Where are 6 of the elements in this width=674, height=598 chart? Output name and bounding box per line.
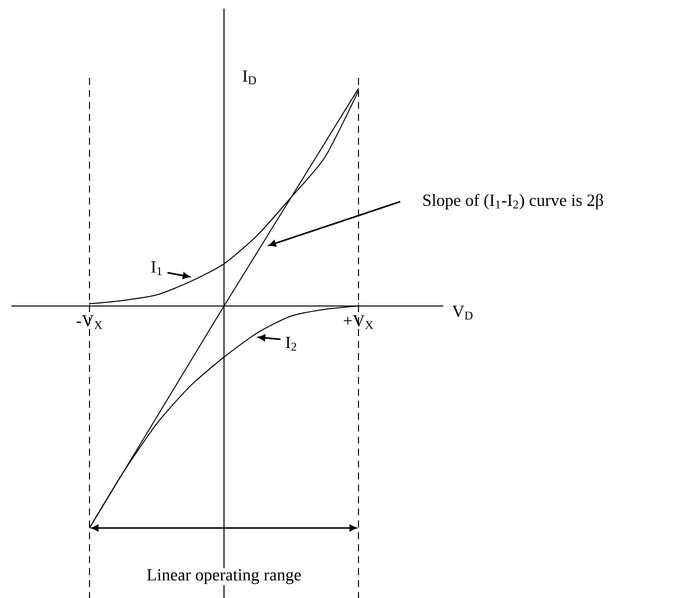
text: Linear operating range — [147, 569, 301, 584]
x-axis-title: V$_{D}$ — [452, 306, 473, 320]
y-axis-title: I$_{D}$ — [242, 70, 256, 84]
text: Slope of (I$_{1}$-I$_{2}$) curve is 2β — [423, 194, 604, 210]
legend-label: I$_{2}$ — [286, 336, 296, 351]
series-label: I$_{1}$ — [151, 261, 162, 276]
